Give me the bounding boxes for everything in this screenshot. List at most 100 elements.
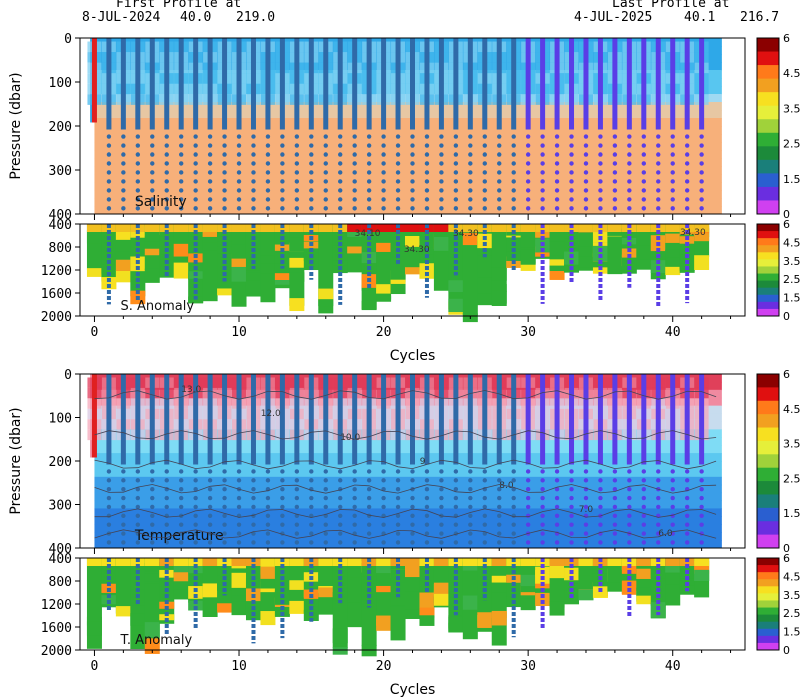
profile-point [193, 143, 198, 148]
profile-point [121, 522, 126, 527]
profile-point [439, 478, 444, 483]
anomaly-patch [405, 558, 420, 566]
anomaly-patch [173, 572, 189, 582]
profile-point [424, 522, 430, 527]
profile-point [222, 504, 227, 510]
profile-point [338, 469, 343, 474]
profile-point [265, 522, 271, 527]
x-axis-title: Cycles [390, 682, 436, 698]
anomaly-patch [405, 224, 420, 232]
anomaly-patch [564, 251, 580, 265]
profile-point [193, 134, 198, 139]
anomaly-patch [549, 563, 565, 579]
profile-point [106, 522, 112, 527]
profile-point [468, 152, 473, 157]
y-tick-label: 200 [49, 120, 72, 135]
profile-point [121, 161, 126, 166]
y-tick-label: 1600 [41, 621, 72, 636]
profile-point [352, 179, 357, 184]
anomaly-patch [419, 607, 435, 616]
profile-point [106, 469, 112, 474]
profile-point [540, 469, 545, 474]
profile-point [121, 504, 126, 510]
profile-point [583, 161, 589, 166]
colorbar-segment [757, 454, 779, 469]
anomaly-column [607, 224, 623, 275]
profile-point [627, 134, 632, 139]
profile-point [121, 206, 126, 211]
profile-point [641, 540, 647, 545]
profile-point [468, 143, 473, 148]
profile-point [540, 206, 545, 211]
profile-point [309, 179, 314, 184]
profile-point [323, 486, 328, 492]
colorbar-segment [757, 600, 779, 609]
profile-point [627, 504, 632, 510]
profile-point [583, 197, 589, 202]
profile-point [106, 152, 112, 157]
profile-point [497, 188, 502, 193]
anomaly-patch [159, 259, 175, 271]
profile-point [468, 522, 473, 527]
profile-point [439, 522, 444, 527]
profile-point [511, 197, 516, 202]
profile-point [395, 197, 401, 202]
profile-point [410, 478, 415, 483]
profile-point [684, 531, 690, 536]
profile-point [453, 486, 459, 492]
profile-point [178, 170, 184, 175]
colorbar-tick-label: 2.5 [783, 138, 800, 151]
profile-point [135, 522, 141, 527]
profile-point [554, 179, 560, 184]
profile-point [366, 188, 372, 193]
profile-point [251, 170, 256, 175]
profile-point [309, 134, 314, 139]
anomaly-patch [144, 562, 160, 571]
anomaly-patch [144, 231, 160, 242]
colorbar-segment [757, 186, 779, 201]
profile-point [150, 152, 155, 157]
profile-point [424, 531, 430, 536]
profile-point [222, 134, 227, 139]
profile-point [366, 469, 372, 474]
y-axis-title: Pressure (dbar) [8, 72, 24, 179]
profile-point [497, 143, 502, 148]
profile-point [135, 540, 141, 545]
profile-point [670, 197, 675, 202]
colorbar-segment [757, 273, 779, 282]
profile-point [612, 179, 618, 184]
colorbar-segment [757, 607, 779, 616]
profile-point [525, 522, 531, 527]
anomaly-patch [115, 229, 131, 240]
anomaly-patch [260, 578, 276, 589]
anomaly-patch [159, 614, 175, 621]
profile-point [164, 197, 169, 202]
profile-point [525, 152, 531, 157]
profile-point [338, 134, 343, 139]
profile-point [684, 170, 690, 175]
profile-point [106, 486, 112, 492]
profile-point [482, 161, 487, 166]
profile-point [366, 495, 372, 501]
profile-point [164, 504, 169, 510]
profile-point [598, 179, 603, 184]
profile-point [439, 531, 444, 536]
y-tick-label: 1200 [41, 598, 72, 613]
profile-point [424, 495, 430, 501]
profile-point [511, 495, 516, 501]
profile-point [251, 197, 256, 202]
profile-point [453, 188, 459, 193]
profile-point [338, 478, 343, 483]
contour-label: 12.0 [261, 409, 281, 419]
profile-point [193, 161, 198, 166]
profile-point [236, 531, 242, 536]
anomaly-patch [491, 290, 507, 304]
profile-point [366, 170, 372, 175]
colorbar-segment [757, 173, 779, 188]
profile-point [150, 143, 155, 148]
profile-point [569, 143, 574, 148]
profile-point [569, 540, 574, 545]
colorbar-segment [757, 494, 779, 509]
profile-point [193, 206, 198, 211]
anomaly-patch [260, 611, 276, 626]
